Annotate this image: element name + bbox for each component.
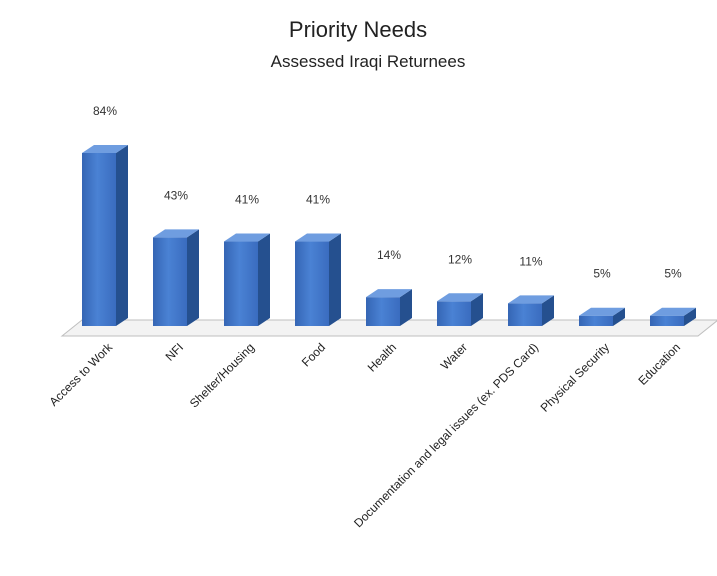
bar (366, 289, 412, 326)
bar-top (295, 233, 341, 242)
bar-front (437, 301, 471, 326)
bar-front (224, 241, 258, 326)
chart-title: Priority Needs (289, 17, 427, 42)
category-label: Health (365, 340, 399, 374)
category-label: NFI (163, 340, 187, 364)
bar-front (508, 303, 542, 326)
bar-side (329, 233, 341, 326)
value-labels: 84% 43% 41% 41% 14% 12% 11% 5% 5% (93, 104, 682, 281)
bar (224, 233, 270, 326)
category-label: Food (299, 340, 328, 369)
bar-side (258, 233, 270, 326)
bar-top (153, 229, 199, 238)
bar-side (471, 293, 483, 326)
bars (82, 144, 696, 326)
bar (508, 295, 554, 326)
value-label: 43% (164, 188, 188, 202)
bar (579, 307, 625, 326)
value-label: 5% (664, 267, 682, 281)
bar-front (82, 152, 116, 326)
bar (437, 293, 483, 326)
bar-front (153, 237, 187, 326)
bar-side (684, 307, 696, 326)
bar-top (82, 144, 128, 153)
value-label: 11% (519, 254, 542, 268)
bar-side (116, 144, 128, 326)
bar-side (613, 307, 625, 326)
category-labels: Access to Work NFI Shelter/Housing Food Heal… (46, 340, 683, 531)
category-label: Shelter/Housing (187, 340, 257, 410)
value-label: 5% (593, 267, 611, 281)
bar-top (366, 289, 412, 298)
category-label: Access to Work (46, 340, 115, 409)
value-label: 41% (235, 193, 259, 207)
bar (153, 229, 199, 326)
bar-top (650, 307, 696, 316)
bar-top (579, 307, 625, 316)
bar-top (508, 295, 554, 304)
chart-subtitle: Assessed Iraqi Returnees (271, 52, 466, 71)
value-label: 41% (306, 193, 330, 207)
bar-front (650, 315, 684, 326)
bar-top (437, 293, 483, 302)
bar-front (579, 315, 613, 326)
value-label: 14% (377, 248, 401, 262)
category-label: Water (438, 340, 470, 372)
bar-side (187, 229, 199, 326)
bar-top (224, 233, 270, 242)
category-label: Education (635, 340, 683, 388)
bar (295, 233, 341, 326)
value-label: 84% (93, 104, 117, 118)
bar (650, 307, 696, 326)
bar-side (400, 289, 412, 326)
bar-side (542, 295, 554, 326)
category-label: Physical Security (538, 340, 613, 415)
bar (82, 144, 128, 326)
value-label: 12% (448, 252, 472, 266)
bar-front (366, 297, 400, 326)
bar-front (295, 241, 329, 326)
